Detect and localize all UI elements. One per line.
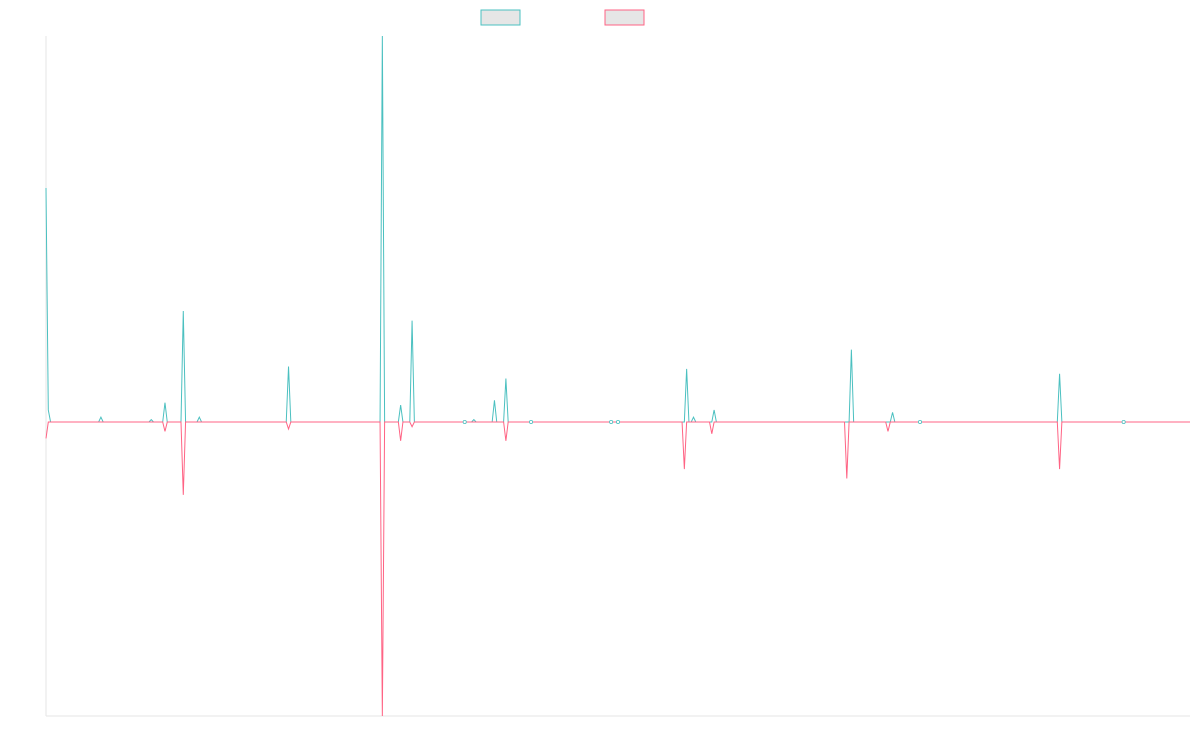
data-point: [609, 419, 614, 424]
data-point: [462, 419, 467, 424]
data-point: [918, 419, 923, 424]
axes: [45, 36, 1190, 717]
series-layer: [45, 35, 1190, 717]
series-line: [45, 35, 1190, 423]
legend-swatch: [480, 9, 521, 26]
legend-item: [480, 9, 521, 26]
data-point: [1121, 419, 1126, 424]
legend: [480, 9, 645, 26]
data-point: [616, 419, 621, 424]
legend-swatch: [604, 9, 645, 26]
series-line: [45, 421, 1190, 717]
legend-item: [604, 9, 645, 26]
data-point: [529, 419, 534, 424]
